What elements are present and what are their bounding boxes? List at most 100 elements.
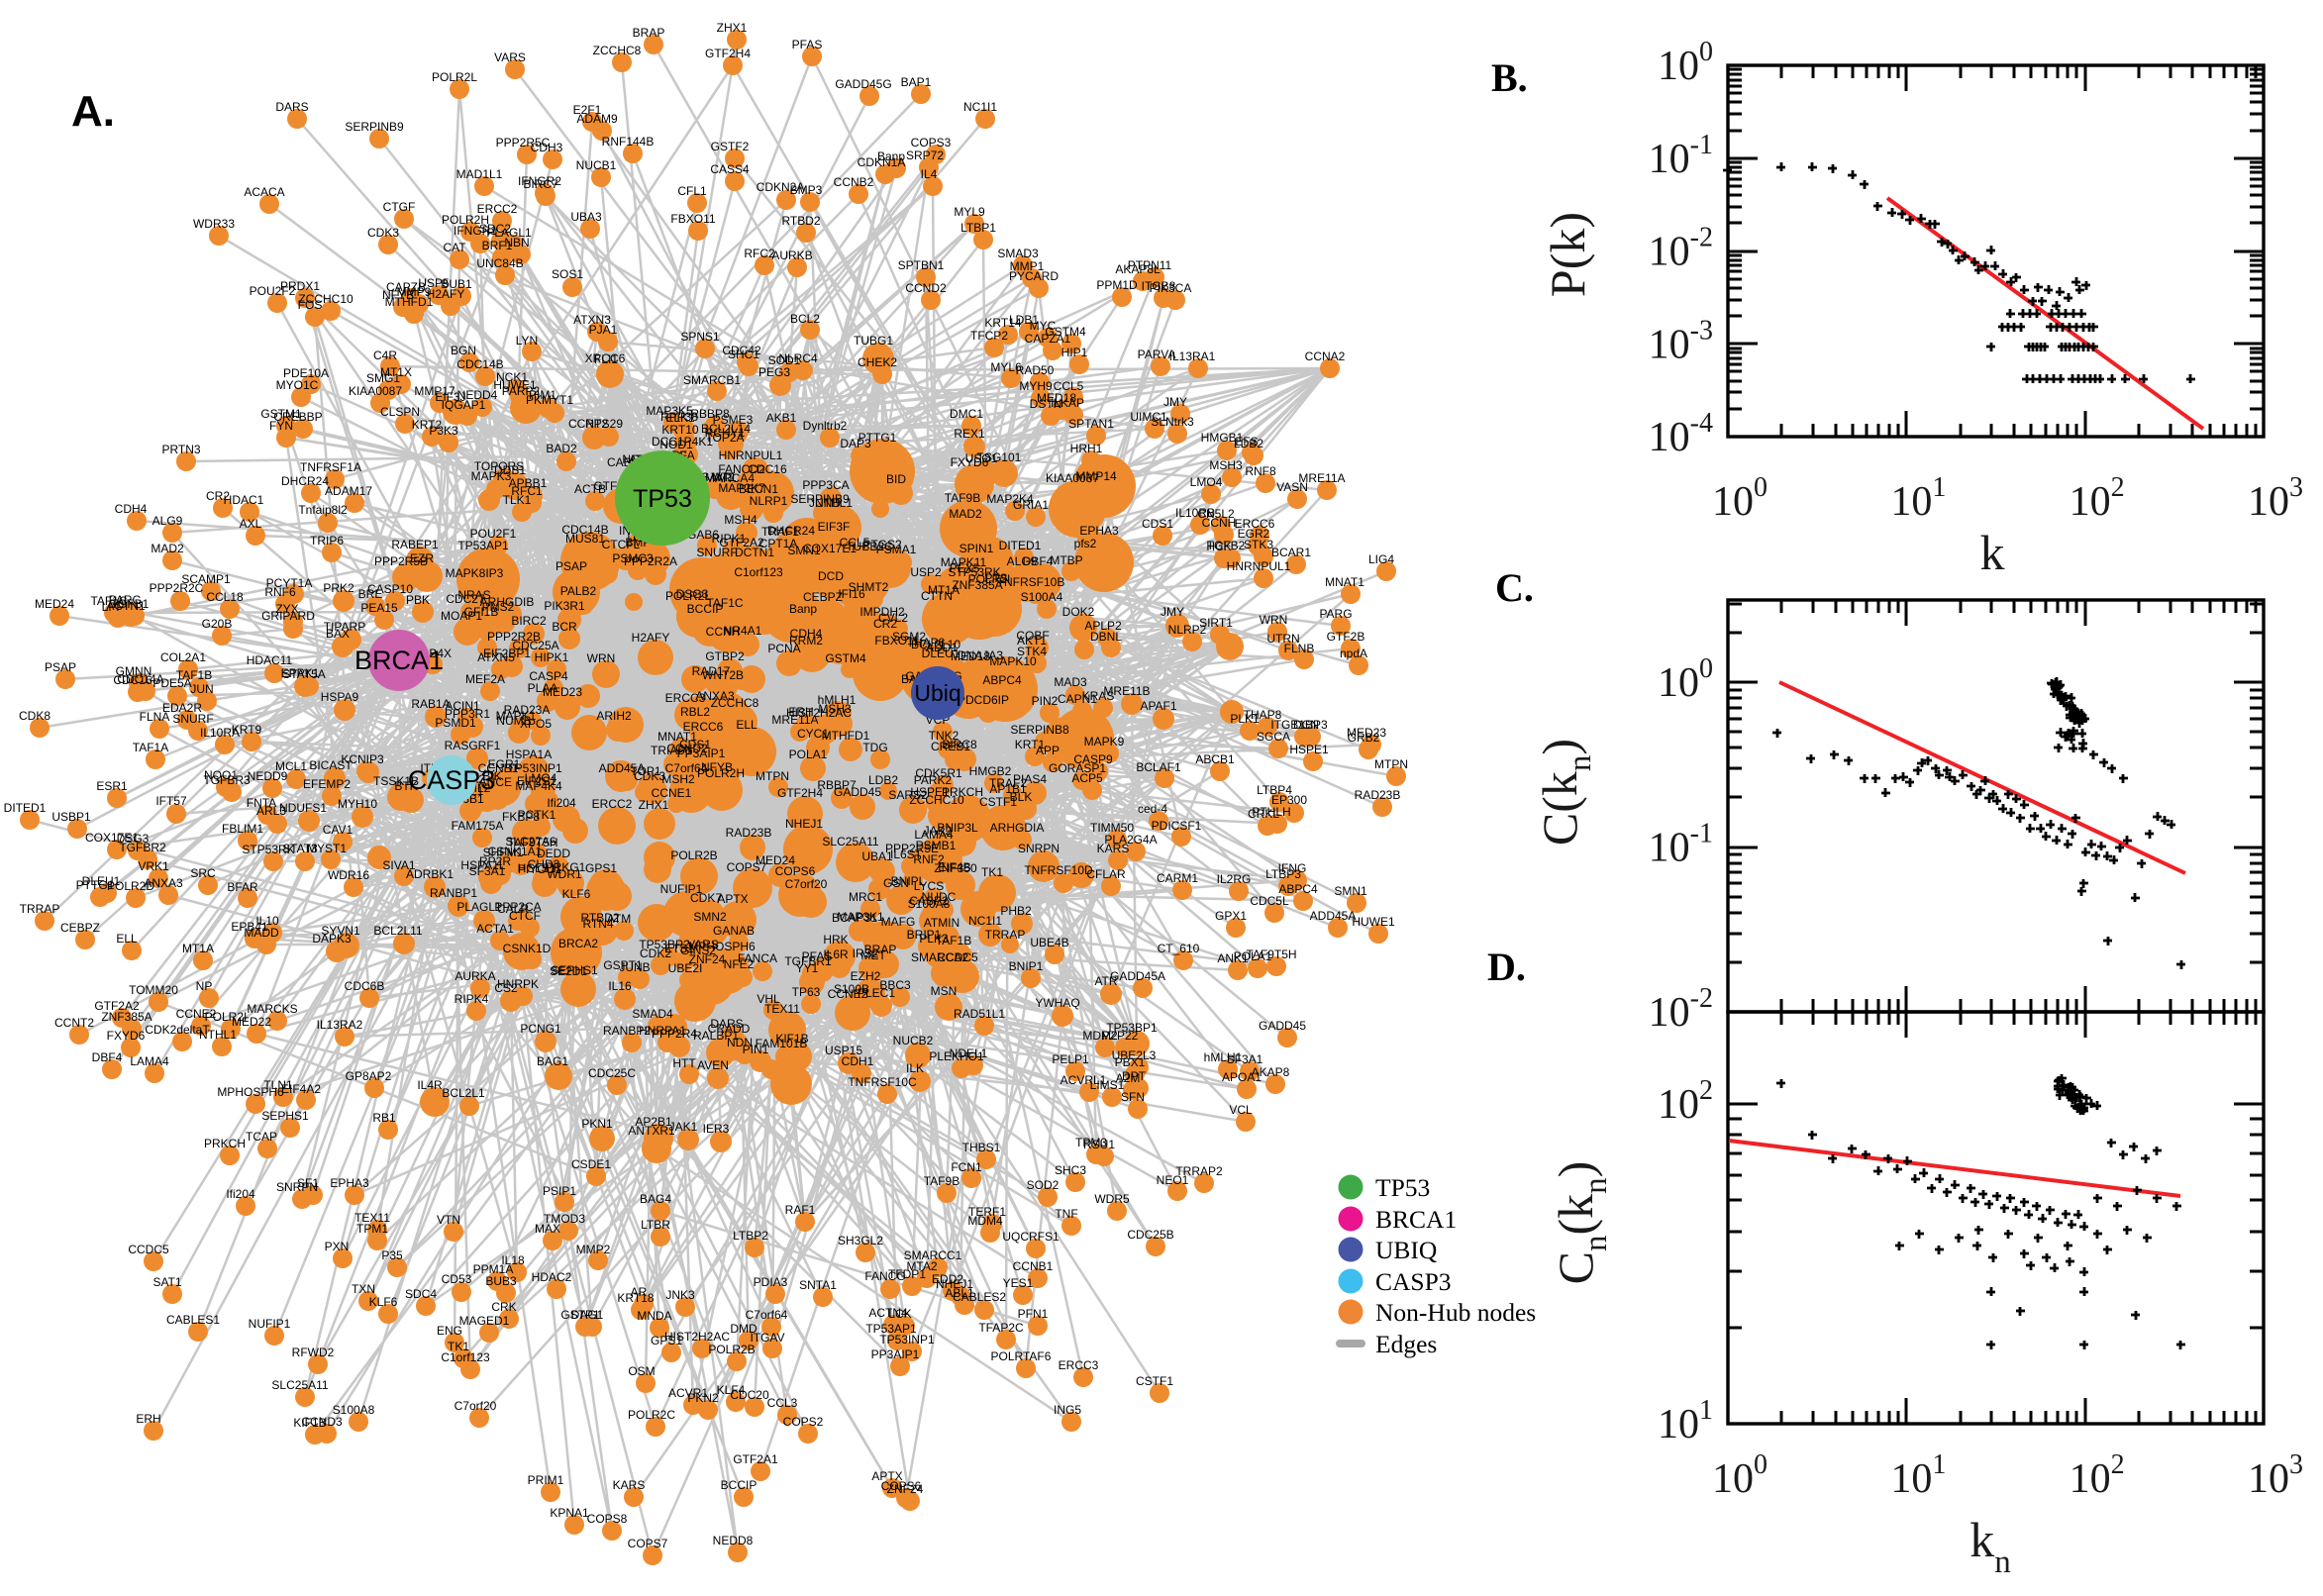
svg-text:AURKB: AURKB [771,249,812,262]
svg-text:SPTAN1: SPTAN1 [1068,417,1114,431]
svg-text:TRIAP1: TRIAP1 [651,744,692,757]
svg-text:USP2: USP2 [910,565,942,579]
svg-text:CDK2: CDK2 [640,947,671,960]
svg-text:PFAS: PFAS [802,949,833,963]
svg-text:CREB1: CREB1 [931,740,970,753]
svg-text:DOK2: DOK2 [1062,605,1095,619]
svg-text:KARS: KARS [613,1478,646,1492]
svg-text:TCAP: TCAP [246,1130,277,1144]
svg-text:CCNE2: CCNE2 [828,987,868,1001]
svg-text:HDAC11: HDAC11 [247,653,293,667]
svg-text:BCLAF1: BCLAF1 [1136,760,1181,774]
svg-text:CHD3: CHD3 [528,857,560,871]
svg-text:COPS8: COPS8 [587,1512,628,1526]
svg-text:CDH4: CDH4 [115,502,148,516]
svg-text:STK3: STK3 [1244,538,1273,551]
svg-text:TGFBR1: TGFBR1 [784,954,832,968]
svg-text:MTPN: MTPN [1374,757,1408,771]
svg-text:FLNA: FLNA [140,710,170,724]
svg-text:ALG9: ALG9 [152,514,183,528]
svg-text:BAD2: BAD2 [546,442,577,455]
svg-text:BRCA2: BRCA2 [558,937,598,950]
svg-text:ABPC4: ABPC4 [1278,882,1318,896]
svg-text:KIAA0087: KIAA0087 [1046,471,1099,485]
svg-text:HSPE1: HSPE1 [910,785,950,799]
svg-text:PRKG1: PRKG1 [546,860,586,874]
svg-text:PPP2R2A: PPP2R2A [624,554,677,568]
svg-text:NEO1: NEO1 [1157,1173,1189,1187]
svg-text:MMP2: MMP2 [576,1243,611,1256]
svg-text:POLA1: POLA1 [789,748,828,761]
svg-text:BIRC2: BIRC2 [511,614,547,628]
svg-text:WDR5: WDR5 [1094,1192,1130,1206]
svg-text:NCK1: NCK1 [496,370,528,384]
svg-text:EFEMP2: EFEMP2 [303,777,351,791]
svg-text:LTBP2: LTBP2 [733,1229,768,1243]
svg-text:ZYX: ZYX [275,602,298,616]
svg-text:VTN: VTN [437,1213,460,1227]
svg-text:IFNGR1: IFNGR1 [454,224,497,238]
svg-text:ERH: ERH [788,705,813,719]
svg-text:MYST1: MYST1 [307,842,347,855]
svg-text:TRRAP: TRRAP [985,928,1026,942]
svg-text:RRM2: RRM2 [789,634,823,648]
svg-text:CASP10: CASP10 [367,582,413,596]
svg-text:PTPN11: PTPN11 [1128,258,1172,272]
svg-text:ZNF24: ZNF24 [887,1482,924,1496]
svg-text:MYL9: MYL9 [954,205,985,219]
svg-text:HRK: HRK [823,933,848,947]
svg-text:NEDD4: NEDD4 [457,388,498,402]
svg-text:IL10RA: IL10RA [200,726,240,740]
svg-text:TFDP1: TFDP1 [888,1267,926,1281]
svg-text:HCLS1: HCLS1 [518,861,556,875]
svg-text:ELK1: ELK1 [665,411,695,425]
svg-text:NOD1: NOD1 [659,438,693,451]
svg-text:TERF1: TERF1 [968,1205,1006,1219]
svg-text:HIST2H2AC: HIST2H2AC [786,706,852,720]
svg-text:CCL5: CCL5 [1054,379,1084,393]
svg-text:NLRC4: NLRC4 [778,351,818,365]
svg-text:PJA1: PJA1 [589,323,618,337]
svg-text:CDK8: CDK8 [19,709,50,723]
svg-text:PTTG1: PTTG1 [858,431,897,445]
svg-text:CDC25B: CDC25B [1127,1228,1173,1242]
svg-text:SMARCC1: SMARCC1 [904,1248,962,1262]
svg-text:PSMD1: PSMD1 [435,716,476,730]
svg-text:MAPK11: MAPK11 [941,555,987,569]
svg-text:MAPK1: MAPK1 [496,709,537,723]
svg-text:PSMC3: PSMC3 [612,551,654,565]
svg-text:A2M: A2M [1116,1071,1141,1085]
svg-text:SEPHS1: SEPHS1 [261,1109,309,1123]
svg-text:KIF1B: KIF1B [775,1032,808,1046]
svg-text:PEA15: PEA15 [360,601,398,615]
svg-text:EIF4A2: EIF4A2 [281,1082,321,1096]
svg-text:MAD3: MAD3 [1054,675,1087,689]
svg-text:PFAS: PFAS [792,38,823,51]
svg-text:EDD2: EDD2 [932,1272,963,1286]
svg-text:SMAD4: SMAD4 [632,1007,673,1021]
svg-text:PPP3R1: PPP3R1 [445,707,490,721]
svg-text:TRIP6: TRIP6 [310,534,344,548]
svg-text:CAPN1: CAPN1 [1058,692,1097,706]
svg-text:CCL5: CCL5 [840,536,870,549]
svg-text:SYVN1: SYVN1 [321,924,360,938]
svg-text:TIMM50: TIMM50 [1090,821,1134,835]
svg-text:VARS: VARS [687,938,719,951]
svg-text:GPS1: GPS1 [585,861,617,875]
svg-text:PBX1: PBX1 [1115,1055,1146,1069]
svg-text:HDAC2: HDAC2 [532,1270,572,1284]
svg-text:H2AFY: H2AFY [632,631,670,645]
svg-text:DPT: DPT [1122,1069,1147,1083]
svg-text:HDAC1: HDAC1 [224,493,264,507]
svg-text:MAPK8IP3: MAPK8IP3 [446,566,504,580]
svg-text:CCL3: CCL3 [767,1396,798,1410]
svg-text:SGCA: SGCA [1257,730,1290,744]
svg-text:CTTN: CTTN [921,589,953,603]
svg-text:Cn(kn): Cn(kn) [1548,1161,1614,1285]
svg-text:RTBD2: RTBD2 [580,911,619,925]
svg-text:HIST2H2AC: HIST2H2AC [664,1330,730,1344]
svg-text:ILKAP: ILKAP [1051,396,1084,410]
svg-text:CSTF1: CSTF1 [1136,1374,1173,1388]
svg-text:POU2F2: POU2F2 [250,284,296,298]
svg-text:SHMT2: SHMT2 [849,580,889,594]
